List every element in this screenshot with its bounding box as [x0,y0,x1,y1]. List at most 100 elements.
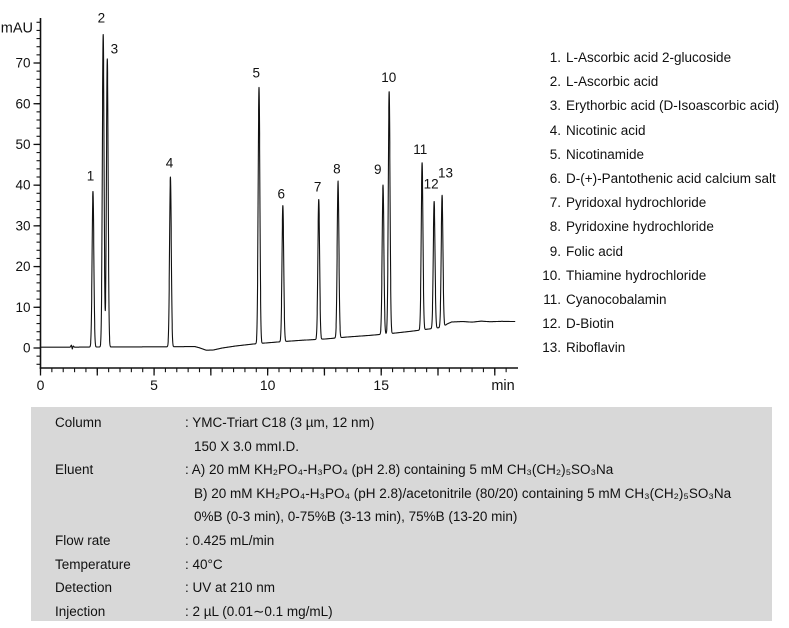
condition-row: Eluent : A) 20 mM KH₂PO₄-H₃PO₄ (pH 2.8) c… [55,458,772,529]
legend-item-name: Folic acid [566,243,624,259]
legend-item-name: Thiamine hydrochloride [566,267,707,283]
x-tick-label: 0 [37,377,45,393]
x-axis-ticks: 0 5 10 15 [37,368,507,393]
condition-label: Detection [55,580,113,596]
peak-number-label: 9 [374,162,382,177]
peak-number-label: 3 [111,41,119,56]
peak-legend: 1. L-Ascorbic acid 2-glucoside 2. L-Ascorbi… [535,46,788,361]
peak-number-label: 2 [98,11,106,26]
legend-item-number: 2. [549,74,561,90]
legend-item: 10. Thiamine hydrochloride [535,264,788,288]
legend-item: 11. Cyanocobalamin [535,288,788,312]
legend-item: 3. Erythorbic acid (D-Isoascorbic acid) [535,94,788,118]
legend-item-name: Pyridoxine hydrochloride [566,219,714,235]
condition-value: : 40°C [185,553,223,577]
legend-item-number: 5. [549,146,561,162]
condition-row: Injection : 2 µL (0.01∼0.1 mg/mL) [55,600,772,624]
legend-item-name: Nicotinamide [566,146,645,162]
legend-item-name: Riboflavin [566,340,626,356]
chromatogram: 0 10 20 30 40 50 60 70 0 5 10 15 mAU min 1 2 3 4 5 6 7 8 9 10 11… [0,0,535,400]
conditions-table: Column : YMC-Triart C18 (3 µm, 12 nm) 150 … [31,407,772,621]
y-tick-label: 0 [23,341,31,356]
legend-item-number: 11. [543,292,561,308]
y-tick-label: 70 [15,56,30,71]
peak-number-label: 11 [413,142,427,157]
legend-item-number: 3. [549,98,561,114]
legend-item-name: Pyridoxal hydrochloride [566,195,707,211]
peak-number-label: 10 [381,70,396,85]
condition-value: : 2 µL (0.01∼0.1 mg/mL) [185,600,333,624]
legend-item-number: 1. [549,50,561,65]
legend-item: 7. Pyridoxal hydrochloride [535,191,788,215]
condition-row: Flow rate : 0.425 mL/min [55,529,772,553]
condition-line: B) 20 mM KH₂PO₄-H₃PO₄ (pH 2.8)/acetonitr… [194,485,732,501]
y-tick-label: 10 [15,300,30,315]
condition-row: Column : YMC-Triart C18 (3 µm, 12 nm) 150 … [55,411,772,458]
y-tick-label: 50 [15,137,30,152]
legend-item: 13. Riboflavin [535,336,788,360]
legend-item-name: D-(+)-Pantothenic acid calcium salt [566,171,776,187]
y-axis-unit-label: mAU [1,21,33,37]
peak-number-label: 7 [314,179,322,194]
peak-number-label: 13 [438,165,453,180]
legend-item-name: Erythorbic acid (D-Isoascorbic acid) [566,98,780,114]
condition-value: : YMC-Triart C18 (3 µm, 12 nm) 150 X 3.0 … [185,411,374,458]
y-tick-label: 40 [15,178,30,193]
x-tick-label: 10 [260,377,276,393]
legend-item: 4. Nicotinic acid [535,119,788,143]
y-tick-label: 60 [15,96,30,111]
condition-line: 0%B (0-3 min), 0-75%B (3-13 min), 75%B (… [194,509,518,525]
condition-line: : UV at 210 nm [185,580,276,596]
condition-line: : 0.425 mL/min [185,532,275,548]
condition-label: Eluent [55,462,94,478]
legend-item: 5. Nicotinamide [535,143,788,167]
condition-line: : A) 20 mM KH₂PO₄-H₃PO₄ (pH 2.8) contain… [185,462,614,478]
x-tick-label: 15 [373,377,389,393]
peak-number-label: 1 [87,169,95,184]
conditions-rows: Column : YMC-Triart C18 (3 µm, 12 nm) 150 … [55,411,772,623]
legend-item-number: 7. [549,195,561,211]
condition-row: Detection : UV at 210 nm [55,576,772,600]
condition-label: Flow rate [55,532,111,548]
legend-item: 2. L-Ascorbic acid [535,70,788,94]
condition-value: : A) 20 mM KH₂PO₄-H₃PO₄ (pH 2.8) contain… [185,458,731,529]
legend-item-number: 9. [549,243,561,259]
condition-row: Temperature : 40°C [55,553,772,577]
condition-value: : 0.425 mL/min [185,529,274,553]
y-tick-label: 20 [15,259,30,274]
legend-item-name: D-Biotin [566,316,615,332]
x-tick-label: 5 [150,377,158,393]
axes [39,18,518,369]
y-axis-ticks: 0 10 20 30 40 50 60 70 [15,21,41,365]
condition-label: Column [55,415,102,430]
legend-item: 6. D-(+)-Pantothenic acid calcium salt [535,167,788,191]
chromatogram-trace [40,33,516,351]
y-tick-label: 30 [15,218,30,233]
condition-label: Injection [55,603,106,619]
peak-number-label: 5 [253,66,261,81]
legend-item: 1. L-Ascorbic acid 2-glucoside [535,46,788,70]
legend-item-number: 13. [542,340,561,356]
legend-item-number: 8. [549,219,561,235]
peak-number-label: 4 [166,155,174,170]
legend-item-number: 4. [549,122,561,138]
legend-item-name: Nicotinic acid [566,122,646,138]
condition-line: : 40°C [185,556,223,572]
legend-item-name: L-Ascorbic acid 2-glucoside [566,50,732,65]
legend-item: 9. Folic acid [535,240,788,264]
legend-item-number: 6. [549,171,561,187]
condition-line: 150 X 3.0 mmI.D. [194,438,300,454]
legend-item: 12. D-Biotin [535,312,788,336]
condition-line: : YMC-Triart C18 (3 µm, 12 nm) [185,415,375,430]
legend-item-name: L-Ascorbic acid [566,74,659,90]
peak-number-label: 8 [333,161,341,176]
x-axis-unit-label: min [491,378,514,394]
legend-item: 8. Pyridoxine hydrochloride [535,215,788,239]
condition-label: Temperature [55,556,131,572]
peak-number-label: 6 [278,187,286,202]
peak-number-label: 12 [424,176,439,191]
legend-item-number: 10. [542,267,561,283]
